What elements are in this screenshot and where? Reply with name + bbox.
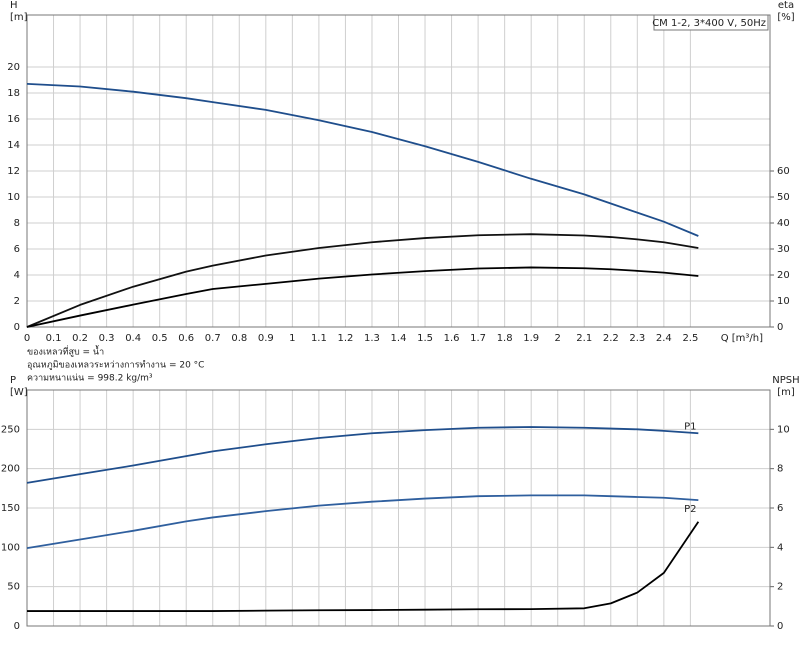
y-axis-label: P	[10, 375, 16, 386]
y-tick-label: 2	[14, 296, 20, 307]
note: ความหนาแน่น = 998.2 kg/m³	[27, 374, 153, 384]
x-tick-label: 0.8	[231, 333, 247, 344]
y2-tick-label: 50	[777, 192, 790, 203]
x-tick-label: 0.6	[178, 333, 194, 344]
plot-frame	[26, 389, 771, 627]
y-tick-label: 100	[1, 542, 20, 553]
x-tick-label: 1.2	[337, 333, 353, 344]
y-tick-label: 6	[14, 244, 20, 255]
y-axis-label: H	[10, 0, 18, 11]
x-tick-label: 0.7	[205, 333, 221, 344]
x-tick-label: 1.1	[311, 333, 327, 344]
x-tick-label: 1	[289, 333, 295, 344]
x-tick-label: 1.3	[364, 333, 380, 344]
series-line	[27, 521, 700, 612]
y2-tick-label: 60	[777, 166, 790, 177]
y2-axis-label: eta	[778, 0, 794, 11]
y2-tick-label: 0	[777, 322, 783, 333]
y-tick-label: 12	[7, 166, 20, 177]
y-axis-label: [W]	[10, 387, 28, 398]
y2-tick-label: 6	[777, 503, 783, 514]
y-tick-label: 10	[7, 192, 20, 203]
y-tick-label: 150	[1, 503, 20, 514]
y-tick-label: 14	[7, 140, 20, 151]
series-line	[26, 266, 699, 328]
y-tick-label: 50	[7, 582, 20, 593]
x-tick-label: 2.4	[656, 333, 672, 344]
x-tick-label: 0.9	[258, 333, 274, 344]
y-tick-label: 18	[7, 88, 20, 99]
x-axis-label: Q [m³/h]	[721, 333, 763, 344]
x-tick-label: 0.4	[125, 333, 141, 344]
x-tick-label: 2.1	[576, 333, 592, 344]
title-box	[653, 14, 769, 31]
x-tick-label: 0.1	[46, 333, 62, 344]
x-tick-label: 1.5	[417, 333, 433, 344]
x-tick-label: 1.7	[470, 333, 486, 344]
y2-tick-label: 10	[777, 424, 790, 435]
x-tick-label: 1.8	[497, 333, 513, 344]
y2-tick-label: 20	[777, 270, 790, 281]
y-tick-label: 0	[14, 621, 20, 632]
series-label: P1	[684, 421, 696, 432]
y2-axis-label: [m]	[777, 387, 795, 398]
y2-tick-label: 30	[777, 244, 790, 255]
y-tick-label: 8	[14, 218, 20, 229]
y-tick-label: 20	[7, 62, 20, 73]
y-tick-label: 250	[1, 424, 20, 435]
note: อุณหภูมิของเหลวระหว่างการทำงาน = 20 °C	[27, 360, 204, 371]
series-line	[26, 233, 699, 328]
x-tick-label: 2.2	[603, 333, 619, 344]
x-tick-label: 2.3	[629, 333, 645, 344]
y2-tick-label: 10	[777, 296, 790, 307]
y2-tick-label: 40	[777, 218, 790, 229]
x-tick-label: 1.9	[523, 333, 539, 344]
note: ของเหลวที่สูบ = น้ำ	[27, 345, 104, 358]
x-tick-label: 2.5	[682, 333, 698, 344]
series-line	[26, 83, 699, 237]
x-tick-label: 1.4	[391, 333, 407, 344]
y2-tick-label: 8	[777, 464, 783, 475]
plot-frame	[26, 14, 771, 328]
x-tick-label: 0.3	[99, 333, 115, 344]
chart-title: CM 1-2, 3*400 V, 50Hz	[652, 18, 766, 29]
x-tick-label: 0.5	[152, 333, 168, 344]
series-line	[26, 426, 699, 484]
x-tick-label: 0.2	[72, 333, 88, 344]
y2-tick-label: 4	[777, 542, 783, 553]
x-tick-label: 2	[555, 333, 561, 344]
y2-tick-label: 2	[777, 582, 783, 593]
y-tick-label: 4	[14, 270, 20, 281]
series-line	[26, 494, 699, 550]
y2-axis-label: NPSH	[772, 375, 799, 386]
x-tick-label: 1.6	[444, 333, 460, 344]
y-tick-label: 0	[14, 322, 20, 333]
y2-tick-label: 0	[777, 621, 783, 632]
y-tick-label: 16	[7, 114, 20, 125]
y-tick-label: 200	[1, 464, 20, 475]
y2-axis-label: [%]	[777, 12, 794, 23]
x-tick-label: 0	[24, 333, 30, 344]
series-label: P2	[684, 504, 696, 515]
y-axis-label: [m]	[10, 12, 28, 23]
